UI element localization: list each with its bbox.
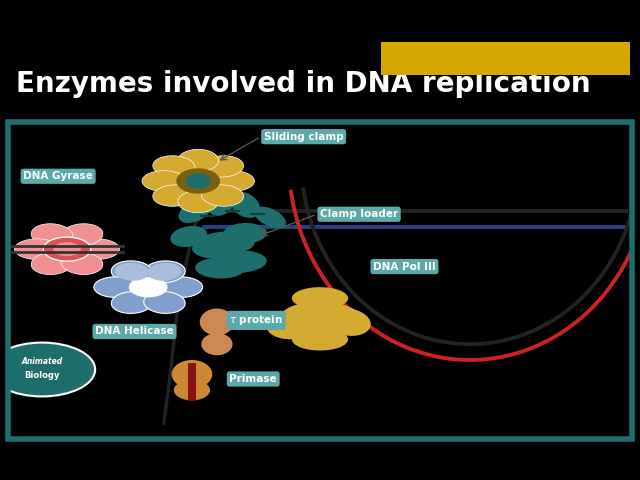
- Text: Animated: Animated: [21, 357, 63, 366]
- Text: Clamp loader: Clamp loader: [320, 209, 398, 219]
- Ellipse shape: [202, 333, 232, 355]
- Ellipse shape: [111, 261, 153, 283]
- Ellipse shape: [61, 224, 103, 246]
- Ellipse shape: [74, 239, 120, 259]
- Text: CSIR NET | IIT JAM | GATE | GATB: CSIR NET | IIT JAM | GATE | GATB: [415, 53, 596, 64]
- Ellipse shape: [178, 149, 218, 171]
- Ellipse shape: [144, 292, 185, 313]
- Ellipse shape: [186, 173, 211, 189]
- Ellipse shape: [200, 309, 234, 336]
- Ellipse shape: [61, 252, 103, 275]
- Ellipse shape: [178, 191, 218, 213]
- Ellipse shape: [230, 192, 260, 218]
- Circle shape: [53, 242, 81, 256]
- Ellipse shape: [159, 277, 203, 298]
- Ellipse shape: [179, 199, 212, 223]
- Ellipse shape: [195, 258, 245, 278]
- Ellipse shape: [147, 263, 182, 281]
- Ellipse shape: [292, 287, 348, 309]
- Ellipse shape: [15, 239, 60, 259]
- Ellipse shape: [31, 252, 73, 275]
- Ellipse shape: [211, 251, 267, 273]
- Text: Biology: Biology: [24, 371, 60, 380]
- Ellipse shape: [115, 263, 149, 281]
- Ellipse shape: [170, 226, 207, 247]
- Ellipse shape: [202, 185, 244, 206]
- Text: Sliding clamp: Sliding clamp: [264, 132, 344, 142]
- Text: DNA Gyrase: DNA Gyrase: [23, 171, 93, 181]
- Ellipse shape: [142, 171, 186, 192]
- Text: $\tau$ protein: $\tau$ protein: [229, 313, 283, 327]
- Ellipse shape: [325, 308, 371, 336]
- Ellipse shape: [254, 207, 286, 228]
- Ellipse shape: [172, 360, 212, 388]
- Ellipse shape: [177, 168, 220, 193]
- Ellipse shape: [202, 156, 244, 177]
- Ellipse shape: [280, 301, 360, 336]
- Text: DNA Helicase: DNA Helicase: [95, 326, 174, 336]
- Ellipse shape: [198, 232, 255, 254]
- Ellipse shape: [111, 292, 153, 313]
- Ellipse shape: [174, 380, 210, 400]
- Ellipse shape: [153, 185, 195, 206]
- Ellipse shape: [31, 224, 73, 246]
- Ellipse shape: [211, 171, 255, 192]
- Ellipse shape: [153, 156, 195, 177]
- Text: Enzymes involved in DNA replication: Enzymes involved in DNA replication: [16, 70, 591, 98]
- Ellipse shape: [144, 261, 185, 283]
- Text: DNA Pol III: DNA Pol III: [373, 262, 436, 272]
- Circle shape: [129, 277, 167, 297]
- Circle shape: [0, 343, 95, 396]
- Ellipse shape: [206, 187, 234, 216]
- FancyBboxPatch shape: [381, 42, 630, 75]
- Ellipse shape: [192, 240, 236, 259]
- Circle shape: [44, 237, 91, 261]
- Text: Primase: Primase: [229, 374, 277, 384]
- Ellipse shape: [292, 328, 348, 350]
- Ellipse shape: [94, 277, 138, 298]
- Bar: [188, 363, 196, 401]
- Ellipse shape: [266, 311, 317, 339]
- Ellipse shape: [223, 223, 267, 244]
